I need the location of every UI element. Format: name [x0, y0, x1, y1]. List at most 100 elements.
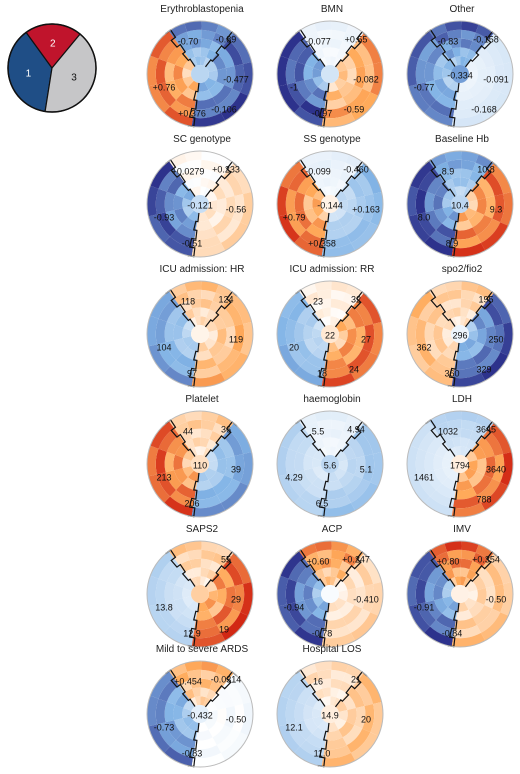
cell-c1 [194, 576, 201, 586]
cell-c3 [327, 341, 339, 352]
cell-c3 [224, 456, 236, 479]
cell-c2 [435, 613, 456, 629]
extra-value-a: -0.091 [483, 74, 509, 84]
cell-c2 [299, 489, 325, 508]
cell-c2 [426, 175, 445, 195]
cell-c2 [434, 598, 448, 614]
extra-value-c: 18 [317, 368, 327, 378]
cell-c1 [189, 56, 198, 67]
cluster3-value: +0.233 [212, 164, 240, 174]
cell-c3 [500, 582, 513, 616]
cell-c1 [200, 38, 213, 50]
cell-c2 [285, 58, 297, 85]
cell-c3 [354, 196, 366, 219]
cell-c3 [195, 609, 213, 621]
cell-c1 [460, 298, 473, 310]
cell-c3 [468, 341, 485, 358]
heat-wheel: 10.4 8.9 8.0 10.8 9.3 8.9 [406, 150, 514, 258]
wheel-outline [276, 660, 384, 768]
cell-c3 [465, 450, 478, 462]
cell-c3 [354, 706, 366, 729]
cell-c2 [295, 470, 312, 490]
heat-wheel: -0.334 -0.83 -0.77 -0.158 -0.091 -0.168 [406, 20, 514, 128]
cell-c3 [334, 717, 347, 730]
cell-c3 [228, 553, 252, 585]
extra-value-a: 5.1 [360, 464, 373, 474]
cell-c3 [358, 423, 382, 455]
cell-c3 [453, 365, 481, 379]
cell-c3 [194, 97, 217, 110]
cluster-boundary [425, 159, 456, 197]
cell-c3 [211, 443, 226, 460]
cell-c3 [342, 724, 363, 746]
cell-c1 [203, 187, 212, 198]
cell-c3 [335, 190, 348, 202]
cell-c1 [339, 170, 353, 184]
cell-c2 [434, 468, 448, 484]
cell-c2 [277, 315, 289, 347]
cell-c1 [201, 669, 216, 681]
center-value: 110 [193, 460, 207, 470]
cell-c3 [362, 454, 375, 483]
cell-c2 [317, 720, 329, 732]
cell-c3 [455, 89, 473, 101]
panel-ss-genotype: SS genotype -0.144 -0.099 +0.79 -0.460 +0.163… [268, 134, 396, 260]
cell-c3 [193, 625, 221, 639]
cell-c1 [333, 447, 342, 458]
cell-c1 [461, 159, 476, 171]
cell-c3 [228, 163, 252, 195]
cell-c1 [330, 428, 343, 440]
cell-c2 [304, 468, 318, 484]
extra-value-a: 9.3 [490, 204, 503, 214]
cluster2-value: 213 [156, 472, 171, 482]
center-value: -0.334 [447, 70, 473, 80]
cell-c1 [319, 576, 328, 587]
cell-c1 [184, 178, 195, 190]
cell-c2 [303, 704, 314, 721]
cell-c2 [441, 607, 458, 621]
cluster-boundary [464, 290, 498, 328]
cell-c1 [454, 446, 461, 456]
cluster2-value: -0.93 [154, 212, 175, 222]
cell-c3 [204, 597, 217, 610]
cell-c2 [157, 602, 176, 627]
cell-c1 [314, 661, 332, 672]
cell-c3 [370, 452, 383, 486]
panel-sc-genotype: SC genotype -0.121 +0.0279 -0.93 +0.233 -0.56… [138, 134, 266, 260]
extra-value-c: -0.84 [442, 628, 463, 638]
cell-c3 [476, 348, 501, 373]
cell-c3 [476, 218, 501, 243]
cell-c1 [194, 316, 201, 326]
cluster-boundary [187, 722, 200, 768]
cell-c3 [476, 478, 501, 503]
cell-c3 [216, 587, 227, 605]
cell-c2 [434, 338, 448, 354]
cell-c3 [193, 745, 221, 759]
cell-c1 [319, 446, 328, 457]
cell-c2 [148, 724, 170, 753]
cell-c3 [240, 192, 253, 226]
cell-c3 [220, 92, 249, 121]
cell-c1 [212, 162, 229, 177]
cell-c2 [173, 704, 184, 721]
cell-c2 [426, 305, 445, 325]
cell-c3 [224, 66, 236, 89]
cell-c2 [424, 451, 436, 473]
cell-c3 [204, 717, 217, 730]
cell-c2 [447, 210, 459, 222]
cell-c1 [200, 576, 207, 586]
cell-c3 [208, 199, 218, 212]
extra-value-a: 20 [361, 714, 371, 724]
cluster3-value: -0.158 [473, 34, 499, 44]
cell-c1 [200, 428, 213, 440]
cell-c1 [461, 21, 479, 33]
cell-c1 [439, 430, 453, 443]
cell-c3 [195, 479, 213, 491]
cell-c1 [330, 307, 340, 318]
cell-c1 [444, 308, 455, 320]
cell-c2 [175, 613, 196, 629]
cell-c2 [157, 82, 176, 107]
cell-c1 [201, 541, 219, 553]
extra-value-c: 11.0 [314, 748, 331, 758]
heat-wheel: -0.144 -0.099 +0.79 -0.460 +0.163 +0.358 [276, 150, 384, 258]
